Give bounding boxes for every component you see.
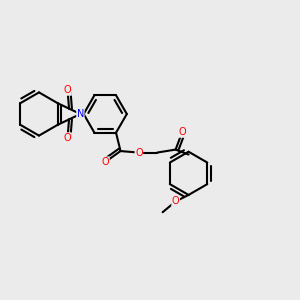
Text: O: O	[172, 196, 179, 206]
Text: O: O	[102, 157, 109, 167]
Text: O: O	[178, 127, 186, 137]
Text: O: O	[135, 148, 143, 158]
Text: N: N	[77, 109, 84, 119]
Text: O: O	[64, 133, 71, 143]
Text: O: O	[64, 85, 71, 95]
